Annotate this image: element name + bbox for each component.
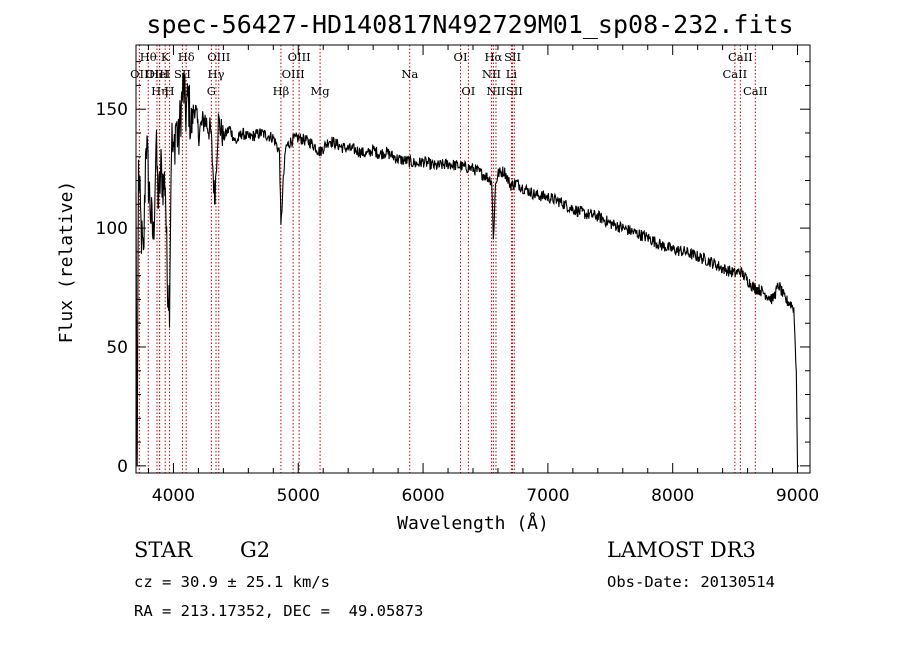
line-label-20: SII	[504, 50, 521, 64]
x-tick-label-1: 5000	[277, 486, 320, 506]
redshift-text: cz = 30.9 ± 25.1 km/s	[134, 573, 330, 591]
spectrum-line	[135, 72, 799, 467]
line-label-10: Hγ	[208, 67, 225, 81]
line-label-15: Mg	[311, 84, 331, 98]
object-subclass: G2	[240, 538, 271, 562]
line-label-25: CaII	[728, 50, 753, 64]
y-tick-label-1: 50	[106, 338, 128, 358]
line-label-19: Hα	[484, 50, 502, 64]
line-label-22: Li	[506, 67, 518, 81]
survey-name: LAMOST DR3	[607, 538, 756, 562]
line-label-5: K	[161, 50, 170, 64]
x-tick-label-0: 4000	[152, 486, 195, 506]
x-axis-label: Wavelength (Å)	[397, 512, 549, 534]
y-axis-label: Flux (relative)	[56, 181, 77, 344]
line-label-0: OII	[130, 67, 149, 81]
line-label-17: OI	[454, 50, 468, 64]
object-class: STAR	[134, 538, 193, 562]
x-tick-label-5: 9000	[776, 486, 819, 506]
y-tick-label-3: 150	[96, 100, 128, 120]
line-label-7: H	[165, 84, 175, 98]
y-tick-label-2: 100	[96, 219, 128, 239]
line-label-9: OIII	[207, 50, 230, 64]
line-label-11: G	[207, 84, 216, 98]
x-tick-label-2: 6000	[401, 486, 444, 506]
coordinates-text: RA = 213.17352, DEC = 49.05873	[134, 602, 424, 620]
chart-title: spec-56427-HD140817N492729M01_sp08-232.f…	[146, 10, 793, 39]
line-label-4: Hη	[151, 84, 168, 98]
line-label-12: OIII	[288, 50, 311, 64]
line-label-8: Hδ	[178, 50, 195, 64]
line-label-21: NII	[482, 67, 501, 81]
line-label-13: OIII	[282, 67, 305, 81]
obs-date: Obs-Date: 20130514	[607, 573, 775, 591]
y-tick-label-0: 0	[117, 457, 128, 477]
line-label-14: Hβ	[273, 84, 290, 98]
x-tick-label-4: 8000	[651, 486, 694, 506]
line-label-27: CaII	[743, 84, 768, 98]
line-markers	[138, 45, 756, 473]
line-label-3: HeI	[149, 67, 170, 81]
x-axis-ticks: 4000 5000 6000 7000 8000 9000	[147, 45, 819, 506]
line-label-23: NII	[486, 84, 505, 98]
line-label-18: OI	[461, 84, 475, 98]
line-label-2: OIII	[145, 67, 168, 81]
line-label-26: CaII	[722, 67, 747, 81]
line-label-24: SII	[506, 84, 523, 98]
x-tick-label-3: 7000	[526, 486, 569, 506]
line-label-16: Na	[401, 67, 418, 81]
y-axis-ticks: 0 50 100 150	[96, 61, 810, 477]
line-label-1: Hθ	[140, 50, 157, 64]
